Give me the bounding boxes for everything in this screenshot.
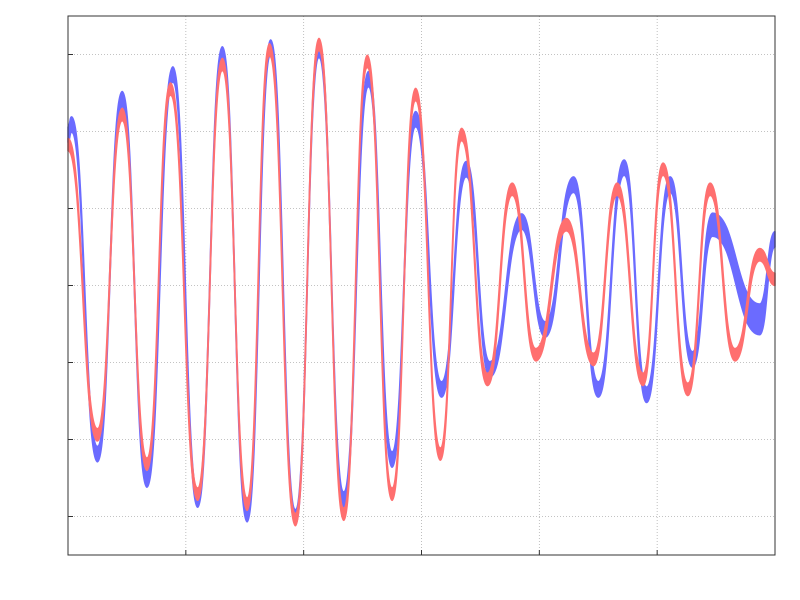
plot-frame — [67, 15, 776, 556]
